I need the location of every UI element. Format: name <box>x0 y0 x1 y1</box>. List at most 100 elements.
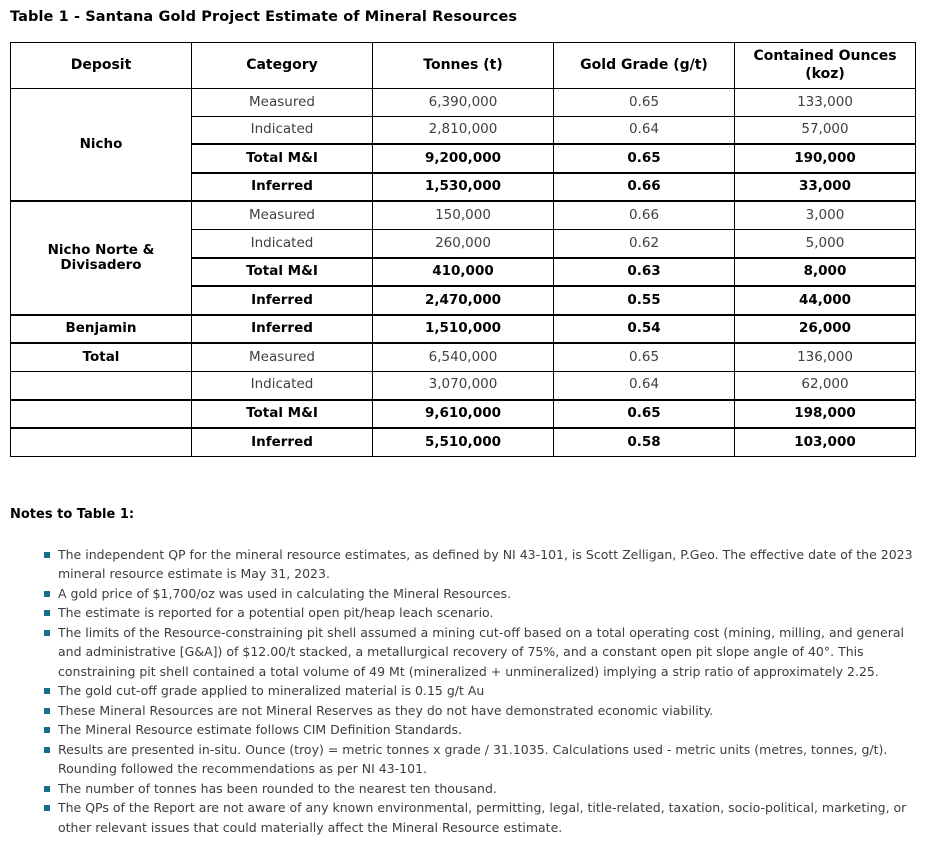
category-cell: Inferred <box>191 313 373 344</box>
table-row: Indicated 2,810,000 0.64 57,000 <box>11 115 916 145</box>
tonnes-cell: 3,070,000 <box>372 370 554 401</box>
tonnes-cell: 9,610,000 <box>372 398 554 429</box>
deposit-cell: Nicho Norte & Divisadero <box>10 200 192 316</box>
grade-cell: 0.65 <box>553 143 735 174</box>
tonnes-cell: 6,390,000 <box>372 88 554 117</box>
grade-cell: 0.65 <box>553 342 735 372</box>
notes-section: Notes to Table 1: The independent QP for… <box>10 507 919 838</box>
grade-cell: 0.66 <box>553 171 735 202</box>
grade-cell: 0.64 <box>553 115 735 145</box>
tonnes-cell: 2,810,000 <box>372 115 554 145</box>
ounces-cell: 133,000 <box>734 88 916 117</box>
grade-cell: 0.65 <box>553 88 735 117</box>
note-text: The independent QP for the mineral resou… <box>58 546 913 582</box>
ounces-cell: 44,000 <box>734 285 916 316</box>
page-title: Table 1 - Santana Gold Project Estimate … <box>10 9 518 25</box>
mineral-resource-table: Deposit Category Tonnes (t) Gold Grade (… <box>10 42 916 457</box>
bullet-square-icon <box>44 688 50 695</box>
note-item: The Mineral Resource estimate follows CI… <box>44 720 919 740</box>
category-cell: Inferred <box>191 285 373 316</box>
ounces-cell: 103,000 <box>734 427 916 457</box>
ounces-cell: 198,000 <box>734 398 916 429</box>
ounces-cell: 190,000 <box>734 143 916 174</box>
category-cell: Total M&I <box>191 143 373 174</box>
note-item: The gold cut-off grade applied to minera… <box>44 681 919 701</box>
tonnes-cell: 5,510,000 <box>372 427 554 457</box>
note-text: The Mineral Resource estimate follows CI… <box>58 722 462 738</box>
bullet-square-icon <box>44 551 50 558</box>
note-text: These Mineral Resources are not Mineral … <box>58 702 714 718</box>
note-text: The gold cut-off grade applied to minera… <box>58 683 485 699</box>
tonnes-cell: 2,470,000 <box>372 285 554 316</box>
note-text: Results are presented in-situ. Ounce (tr… <box>58 741 888 777</box>
tonnes-cell: 150,000 <box>372 200 554 230</box>
grade-cell: 0.62 <box>553 228 735 259</box>
grade-cell: 0.55 <box>553 285 735 316</box>
bullet-square-icon <box>44 629 50 636</box>
table-row: Indicated 3,070,000 0.64 62,000 <box>10 370 916 401</box>
ounces-cell: 26,000 <box>734 313 916 344</box>
bullet-square-icon <box>44 610 50 617</box>
table-row: Inferred 1,530,000 0.66 33,000 <box>11 171 916 202</box>
tonnes-cell: 410,000 <box>372 256 554 287</box>
note-text: The QPs of the Report are not aware of a… <box>58 800 907 835</box>
category-cell: Measured <box>191 200 373 230</box>
notes-heading: Notes to Table 1: <box>10 506 135 522</box>
category-cell: Total M&I <box>191 256 373 287</box>
ounces-cell: 33,000 <box>734 171 916 202</box>
table-row: Total Measured 6,540,000 0.65 136,000 <box>10 342 916 372</box>
note-item: The number of tonnes has been rounded to… <box>44 779 919 799</box>
category-cell: Inferred <box>191 171 373 202</box>
col-header-category: Category <box>191 42 373 89</box>
ounces-cell: 57,000 <box>734 115 916 145</box>
bullet-square-icon <box>44 746 50 753</box>
grade-cell: 0.64 <box>553 370 735 401</box>
category-cell: Indicated <box>191 115 373 145</box>
note-item: Results are presented in-situ. Ounce (tr… <box>44 740 919 779</box>
ounces-cell: 3,000 <box>734 200 916 230</box>
col-header-deposit: Deposit <box>10 42 192 89</box>
table-header-row: Deposit Category Tonnes (t) Gold Grade (… <box>10 42 916 89</box>
tonnes-cell: 260,000 <box>372 228 554 259</box>
table-row: Nicho Norte & Divisadero Measured 150,00… <box>10 200 916 316</box>
note-text: The limits of the Resource-constraining … <box>58 624 905 679</box>
deposit-cell: Benjamin <box>10 313 192 344</box>
note-item: A gold price of $1,700/oz was used in ca… <box>44 584 919 604</box>
col-header-grade: Gold Grade (g/t) <box>553 42 735 89</box>
grade-cell: 0.66 <box>553 200 735 230</box>
note-item: The limits of the Resource-constraining … <box>44 623 919 682</box>
bullet-square-icon <box>44 805 50 812</box>
ounces-cell: 136,000 <box>734 342 916 372</box>
note-text: The number of tonnes has been rounded to… <box>58 780 497 796</box>
note-item: These Mineral Resources are not Mineral … <box>44 701 919 721</box>
deposit-cell <box>10 427 192 457</box>
ounces-cell: 8,000 <box>734 256 916 287</box>
grade-cell: 0.63 <box>553 256 735 287</box>
bullet-square-icon <box>44 727 50 734</box>
table-header: Deposit Category Tonnes (t) Gold Grade (… <box>10 42 916 89</box>
grade-cell: 0.54 <box>553 313 735 344</box>
grade-cell: 0.65 <box>553 398 735 429</box>
table-row: Nicho Measured 6,390,000 0.65 133,000 <box>10 88 916 202</box>
category-cell: Total M&I <box>191 398 373 429</box>
table-row: Total M&I 9,200,000 0.65 190,000 <box>11 143 916 174</box>
ounces-cell: 62,000 <box>734 370 916 401</box>
tonnes-cell: 9,200,000 <box>372 143 554 174</box>
table-row: Benjamin Inferred 1,510,000 0.54 26,000 <box>10 313 916 344</box>
category-cell: Measured <box>191 342 373 372</box>
grade-cell: 0.58 <box>553 427 735 457</box>
note-item: The estimate is reported for a potential… <box>44 603 919 623</box>
deposit-cell <box>10 398 192 429</box>
deposit-cell: Nicho <box>10 88 192 202</box>
tonnes-cell: 1,530,000 <box>372 171 554 202</box>
category-cell: Measured <box>191 88 373 117</box>
note-item: The independent QP for the mineral resou… <box>44 545 919 584</box>
table-row: Total M&I 410,000 0.63 8,000 <box>11 256 916 287</box>
ounces-cell: 5,000 <box>734 228 916 259</box>
note-item: The QPs of the Report are not aware of a… <box>44 798 919 837</box>
bullet-square-icon <box>44 707 50 714</box>
category-cell: Indicated <box>191 370 373 401</box>
tonnes-cell: 1,510,000 <box>372 313 554 344</box>
col-header-ounces: Contained Ounces (koz) <box>734 42 916 89</box>
